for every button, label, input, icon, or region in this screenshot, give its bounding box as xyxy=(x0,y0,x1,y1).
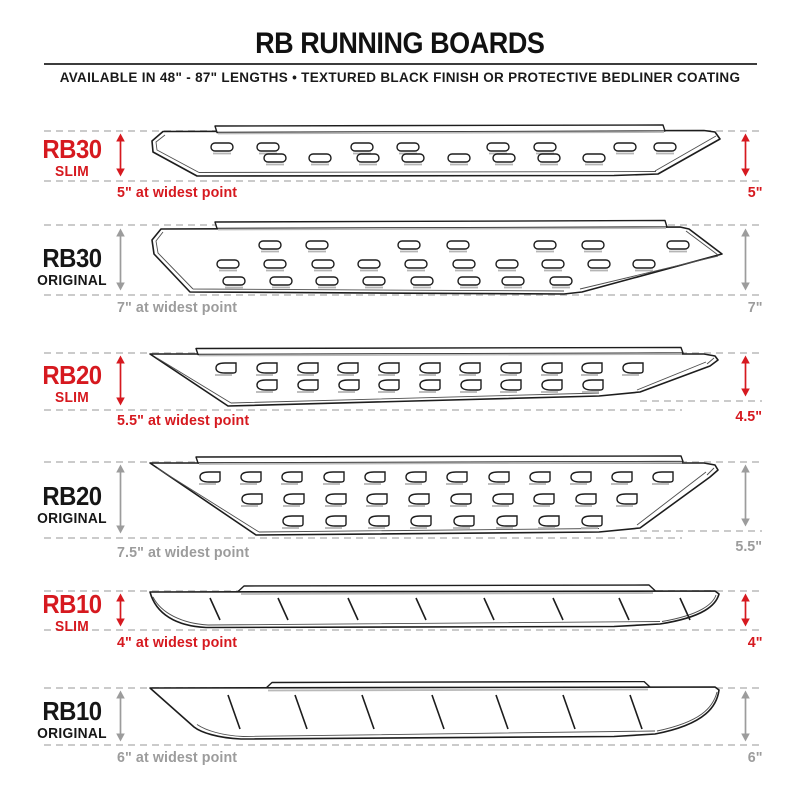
slot-row xyxy=(227,694,643,730)
height-arrow-right xyxy=(741,690,750,741)
slot-row xyxy=(199,471,674,485)
slot-row xyxy=(216,259,656,272)
height-arrow-left xyxy=(116,355,125,406)
height-arrow-left xyxy=(116,133,125,177)
board-label: RB20 ORIGINAL xyxy=(8,483,136,527)
board-label: RB20 SLIM xyxy=(8,362,136,406)
width-note: 7.5" at widest point xyxy=(117,544,250,561)
height-arrow-right xyxy=(741,133,750,177)
guide-dash-bottom xyxy=(44,744,762,746)
height-value: 4" xyxy=(747,634,762,651)
height-arrow-right xyxy=(741,228,750,291)
variant-name: SLIM xyxy=(54,390,90,406)
width-note: 4" at widest point xyxy=(117,634,238,651)
guide-dash-bottom xyxy=(44,294,762,296)
model-name: RB20 xyxy=(42,360,102,390)
height-value: 5" xyxy=(747,184,762,201)
board-drawing-rb30-slim xyxy=(151,124,721,177)
height-value: 4.5" xyxy=(735,408,762,425)
model-name: RB20 xyxy=(42,481,102,511)
board-label: RB10 ORIGINAL xyxy=(8,698,136,742)
slot-row xyxy=(241,493,638,507)
variant-name: SLIM xyxy=(54,164,90,180)
width-note: 7" at widest point xyxy=(117,299,238,316)
width-note: 5" at widest point xyxy=(117,184,238,201)
board-label: RB10 SLIM xyxy=(8,591,136,635)
height-arrow-left xyxy=(116,228,125,291)
slot-row xyxy=(282,515,603,529)
height-arrow-right xyxy=(741,464,750,527)
variant-name: ORIGINAL xyxy=(37,273,107,289)
board-drawing-rb20-original xyxy=(149,455,719,536)
guide-dash-bottom xyxy=(44,408,682,411)
slot-row xyxy=(222,276,573,289)
height-arrow-right xyxy=(741,593,750,626)
page-subtitle: AVAILABLE IN 48" - 87" LENGTHS • TEXTURE… xyxy=(59,70,741,85)
height-arrow-left xyxy=(116,593,125,626)
width-note: 6" at widest point xyxy=(117,749,238,766)
title-divider xyxy=(44,63,757,65)
variant-name: ORIGINAL xyxy=(37,511,107,527)
board-label: RB30 ORIGINAL xyxy=(8,245,136,289)
model-name: RB30 xyxy=(42,134,102,164)
board-drawing-rb20-slim xyxy=(149,346,719,407)
slot-row xyxy=(209,597,691,621)
guide-dash-right xyxy=(640,399,762,402)
height-value: 6" xyxy=(747,749,762,766)
variant-name: ORIGINAL xyxy=(37,726,107,742)
guide-dash-right xyxy=(640,529,762,532)
board-label: RB30 SLIM xyxy=(8,136,136,180)
height-arrow-left xyxy=(116,690,125,741)
width-note: 5.5" at widest point xyxy=(117,412,250,429)
slot-row xyxy=(263,153,606,166)
model-name: RB30 xyxy=(42,243,102,273)
guide-dash-bottom xyxy=(44,536,682,539)
height-value: 5.5" xyxy=(735,538,762,555)
guide-dash-bottom xyxy=(44,628,762,631)
slot-row xyxy=(256,379,604,393)
model-name: RB10 xyxy=(42,589,102,619)
height-value: 7" xyxy=(747,299,762,316)
slot-row xyxy=(258,240,690,253)
slot-row xyxy=(215,362,644,376)
guide-dash-bottom xyxy=(44,179,762,182)
height-arrow-left xyxy=(116,464,125,534)
variant-name: SLIM xyxy=(54,619,90,635)
page-title: RB RUNNING BOARDS xyxy=(255,27,545,60)
board-drawing-rb10-slim xyxy=(149,584,720,629)
model-name: RB10 xyxy=(42,696,102,726)
board-drawing-rb30-original xyxy=(151,219,723,295)
height-arrow-right xyxy=(741,355,750,397)
board-drawing-rb10-original xyxy=(149,681,720,740)
